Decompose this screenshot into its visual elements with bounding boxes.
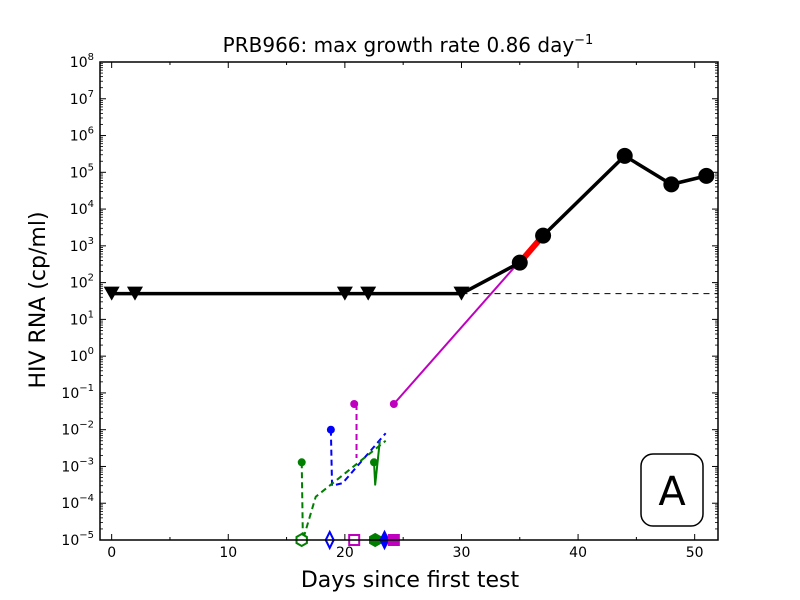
y-tick-exponent: 7 [88,89,94,100]
y-tick-exponent: 4 [88,199,94,210]
y-tick-label: 10−1 [61,383,94,402]
y-tick-base: 10 [61,459,79,475]
undetectable-test-marker [336,286,353,301]
initial-point-green-start-2 [370,458,379,467]
y-tick-label: 104 [70,199,94,218]
y-tick-exponent: −4 [79,493,94,504]
y-tick-exponent: −5 [79,530,94,541]
y-tick-base: 10 [70,92,88,108]
y-tick-label: 103 [70,236,94,255]
series-line-blue-dashed [329,429,387,487]
y-tick-base: 10 [70,129,88,145]
y-tick-label: 10−2 [61,420,94,439]
y-tick-exponent: 2 [88,273,94,284]
y-tick-exponent: −2 [79,420,94,431]
initial-point-green-start [297,458,306,467]
measured-point-marker [698,167,715,184]
x-axis-label: Days since first test [301,568,520,593]
y-tick-label: 102 [70,273,94,292]
undetectable-test-marker [360,286,377,301]
y-tick-exponent: 1 [88,309,94,320]
y-tick-label: 101 [70,309,94,328]
y-tick-label: 108 [70,52,94,71]
measured-point-marker [511,254,528,271]
series-line-green-dashed [300,439,387,541]
x-tick-label: 20 [336,545,354,561]
y-tick-label: 107 [70,89,94,108]
y-tick-exponent: 0 [88,346,94,357]
measured-point-marker [616,147,633,164]
y-tick-base: 10 [70,239,88,255]
y-axis-label: HIV RNA (cp/ml) [26,211,51,388]
y-tick-base: 10 [61,423,79,439]
x-tick-label: 40 [569,545,587,561]
undetectable-test-marker [103,286,120,301]
x-tick-label: 10 [219,545,237,561]
x-tick-label: 0 [107,545,116,561]
y-tick-label: 10−3 [61,456,94,475]
y-tick-base: 10 [70,202,88,218]
undetectable-test-marker [453,286,470,301]
panel-label-box: A [640,453,704,527]
y-tick-label: 105 [70,162,94,181]
y-tick-label: 106 [70,126,94,145]
plot-frame [99,61,719,541]
measured-point-marker [535,227,552,244]
y-tick-base: 10 [61,533,79,549]
y-tick-base: 10 [70,349,88,365]
x-tick-label: 30 [453,545,471,561]
series-line-green-solid [373,440,381,486]
y-tick-base: 10 [70,55,88,71]
y-tick-label: 100 [70,346,94,365]
chart-title: PRB966: max growth rate 0.86 day−1 [223,33,594,57]
y-tick-exponent: 3 [88,236,94,247]
initial-point-magenta-start-2 [389,399,398,408]
initial-point-blue-start [326,425,335,434]
panel-label: A [658,469,686,515]
y-tick-exponent: 8 [88,52,94,63]
y-tick-exponent: −1 [79,383,94,394]
x-tick-label: 50 [686,545,704,561]
y-tick-exponent: 5 [88,162,94,173]
series-line-viral-load-trajectory [111,154,707,296]
y-tick-base: 10 [61,386,79,402]
y-tick-base: 10 [70,276,88,292]
initial-point-magenta-start-1 [350,399,359,408]
series-line-magenta-model [393,264,518,405]
y-tick-exponent: −3 [79,456,94,467]
y-tick-label: 10−5 [61,530,94,549]
y-tick-base: 10 [70,312,88,328]
y-tick-base: 10 [70,165,88,181]
y-tick-exponent: 6 [88,126,94,137]
measured-point-marker [663,176,680,193]
y-tick-base: 10 [61,496,79,512]
undetectable-test-marker [126,286,143,301]
y-tick-label: 10−4 [61,493,94,512]
